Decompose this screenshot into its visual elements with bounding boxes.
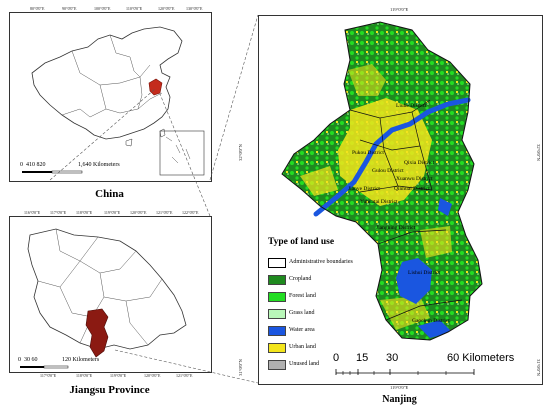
legend-item-water: Water area [268, 325, 388, 337]
nanjing-tick-right-top: 32°0'0"N [535, 144, 541, 161]
nanjing-scale-bar [335, 369, 475, 375]
jiangsu-scale-units: 120 Kilometers [62, 357, 100, 363]
legend-label-admin: Administrative boundaries [289, 259, 353, 265]
jiangsu-tick-bottom-2: 118°0'0"E [76, 373, 93, 378]
legend-item-admin: Administrative boundaries [268, 257, 388, 269]
nanjing-scale-label-15: 15 [356, 352, 369, 364]
legend-swatch-water [268, 326, 286, 336]
china-tick-top-1: 80°0'0"E [30, 6, 45, 11]
legend-label-water: Water area [289, 327, 315, 333]
legend-item-forest: Forest land [268, 291, 388, 303]
nanjing-scale-label-0: 0 [333, 352, 340, 364]
china-tick-top-2: 90°0'0"E [62, 6, 77, 11]
district-label-lishui: Lishui District [408, 270, 440, 276]
jiangsu-caption: Jiangsu Province [69, 384, 150, 396]
jiangsu-map-frame: 116°0'0"E 117°0'0"E 118°0'0"E 119°0'0"E … [9, 210, 212, 378]
legend-swatch-unused [268, 360, 286, 370]
legend-label-grass: Grass land [289, 310, 315, 316]
legend-item-urban: Urban land [268, 342, 388, 354]
nanjing-scale-label-60: 60 Kilometers [447, 352, 515, 364]
jiangsu-tick-top-2: 117°0'0"E [50, 210, 67, 215]
china-tick-top-4: 110°0'0"E [126, 6, 143, 11]
legend-swatch-cropland [268, 275, 286, 285]
jiangsu-tick-top-1: 116°0'0"E [24, 210, 41, 215]
jiangsu-tick-bottom-1: 117°0'0"E [40, 373, 57, 378]
legend-item-cropland: Cropland [268, 274, 388, 286]
district-label-qinhuai: Qinhuai District [394, 186, 430, 192]
district-label-xuanwu: Xuanwu District [396, 176, 433, 182]
district-label-jianye: Jianye District [348, 186, 380, 192]
legend-label-urban: Urban land [289, 344, 316, 350]
legend-swatch-admin [268, 258, 286, 268]
jiangsu-tick-top-5: 120°0'0"E [130, 210, 147, 215]
nanjing-tick-right-bottom: 31°0'0"N [535, 359, 541, 376]
district-label-liuhe: Liuhe District [396, 103, 427, 109]
district-label-yuhuatai: Yuhuatai District [360, 199, 398, 205]
legend-label-forest: Forest land [289, 293, 316, 299]
district-label-pukou: Pukou District [352, 150, 384, 156]
legend-swatch-grass [268, 309, 286, 319]
jiangsu-tick-top-4: 119°0'0"E [104, 210, 121, 215]
nanjing-scale-label-30: 30 [386, 352, 399, 364]
district-label-jiangning: Jiangning District [376, 225, 416, 231]
china-scale-numbers: 0 410 820 [20, 162, 46, 168]
district-label-qixia: Qixia District [404, 160, 435, 166]
legend-item-grass: Grass land [268, 308, 388, 320]
legend-swatch-forest [268, 292, 286, 302]
china-tick-top-6: 130°0'0"E [186, 6, 203, 11]
nanjing-caption: Nanjing [382, 394, 417, 405]
nanjing-tick-bottom: 119°0'0"E [390, 385, 409, 390]
nanjing-tick-left-bottom: 31°0'0"N [237, 359, 243, 376]
jiangsu-tick-top-3: 118°0'0"E [76, 210, 93, 215]
legend-title: Type of land use [268, 237, 335, 247]
china-tick-top-3: 100°0'0"E [94, 6, 111, 11]
nanjing-tick-top: 119°0'0"E [390, 7, 409, 12]
china-caption: China [95, 188, 124, 200]
jiangsu-map [20, 228, 187, 369]
district-label-gaochun: Gaochun District [412, 318, 450, 324]
nanjing-tick-left-top: 32°0'0"N [237, 144, 243, 161]
legend-label-cropland: Cropland [289, 276, 312, 282]
china-tick-top-5: 120°0'0"E [158, 6, 175, 11]
legend-swatch-urban [268, 343, 286, 353]
legend-label-unused: Unused land [289, 361, 320, 367]
district-label-gulou: Gulou District [372, 168, 404, 174]
legend-item-unused: Unused land [268, 359, 388, 371]
jiangsu-scale-numbers: 0 30 60 [18, 357, 38, 363]
